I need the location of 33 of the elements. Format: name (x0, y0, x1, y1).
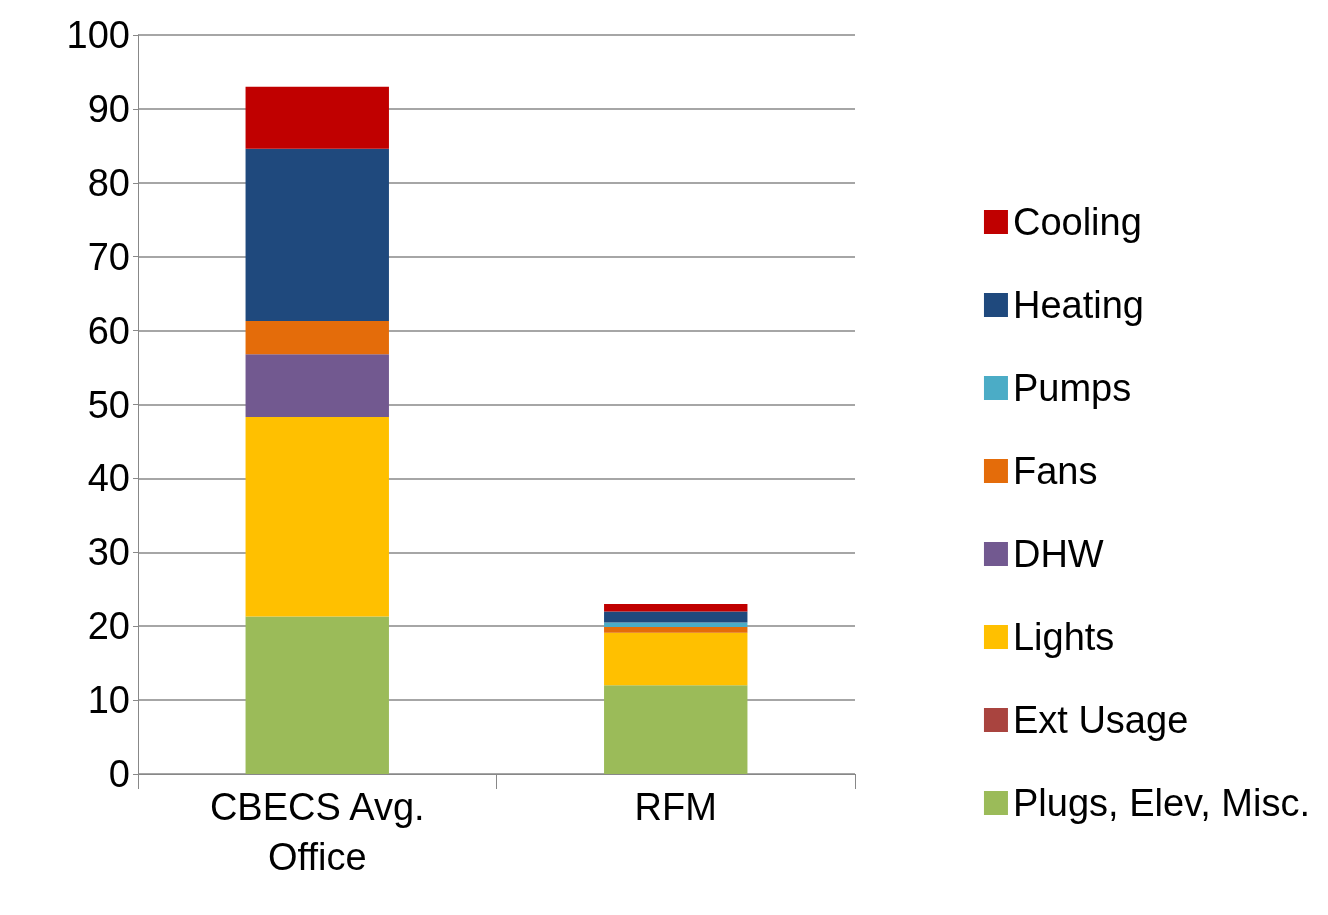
bar (245, 148, 389, 321)
y-tick-label: 100 (66, 14, 130, 56)
bar (604, 622, 748, 627)
bar (245, 354, 389, 418)
bar (604, 626, 748, 633)
bar (245, 417, 389, 617)
x-tick-label: CBECS Avg. Office (209, 786, 425, 878)
y-tick-label: 90 (87, 87, 130, 130)
y-tick-label: 30 (87, 531, 130, 574)
y-tick-label: 0 (108, 753, 130, 795)
y-tick-label: 70 (87, 235, 130, 278)
bar (604, 611, 748, 623)
y-tick-label: 60 (87, 309, 130, 352)
y-tick-label: 50 (87, 383, 130, 426)
legend-label: Ext Usage (1012, 699, 1189, 741)
legend-label: Fans (1012, 450, 1098, 492)
bar (604, 604, 748, 612)
legend-label: Lights (1012, 616, 1115, 658)
bar (245, 616, 389, 774)
x-tick-label: RFM (634, 786, 717, 828)
legend-label: Pumps (1012, 367, 1132, 409)
y-tick-label: 40 (87, 457, 130, 500)
legend-label: Cooling (1012, 201, 1142, 243)
legend-label: Plugs, Elev, Misc. (1012, 782, 1310, 824)
y-tick-label: 80 (87, 161, 130, 204)
bar (604, 632, 748, 686)
bar (245, 86, 389, 149)
bar (245, 320, 389, 355)
legend-label: DHW (1012, 533, 1104, 575)
y-tick-label: 10 (87, 679, 130, 722)
bar (604, 685, 748, 774)
legend-label: Heating (1012, 284, 1144, 326)
y-tick-label: 20 (87, 605, 130, 648)
